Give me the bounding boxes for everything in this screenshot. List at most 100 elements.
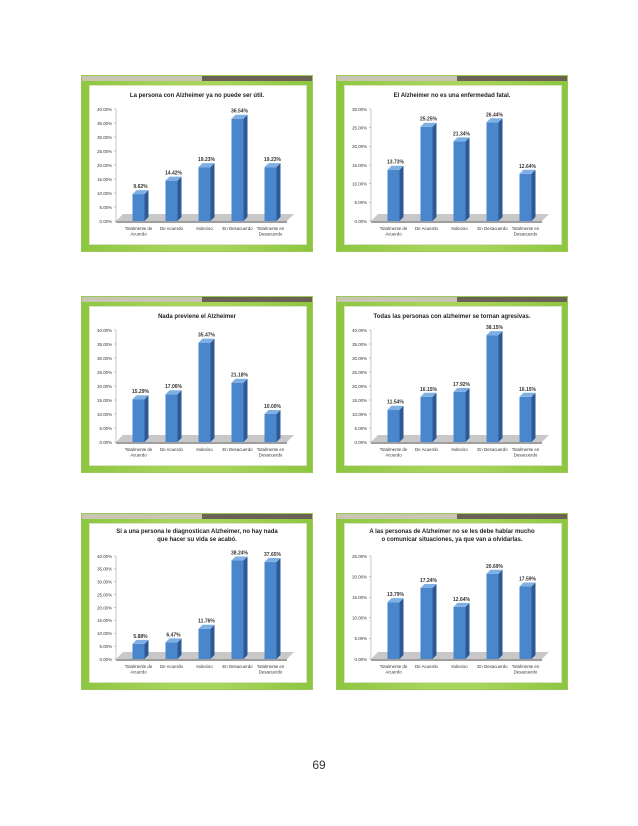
bar-top (231, 556, 248, 561)
y-tick-label: 15.00% (97, 177, 112, 182)
x-tick-label: De Acuerdo (160, 664, 184, 669)
x-tick-label: Acuerdo (130, 453, 147, 458)
bar-chart-4: Todas las personas con alzheimer se torn… (352, 314, 549, 458)
bar-side (531, 582, 536, 659)
y-tick-label: 35.00% (97, 121, 112, 126)
data-label: 17.24% (420, 578, 438, 584)
x-tick-label: Totalmente de (125, 447, 153, 452)
data-label: 19.23% (198, 157, 216, 163)
bar-side (399, 165, 404, 221)
bar (387, 169, 400, 221)
y-tick-label: 20.00% (97, 163, 112, 168)
bar (231, 560, 244, 659)
data-label: 11.54% (387, 400, 404, 406)
chart-floor-edge (116, 221, 287, 223)
y-tick-label: 25.00% (352, 554, 367, 559)
y-tick-label: 25.00% (97, 149, 112, 154)
bar-top (198, 624, 215, 629)
x-tick-label: Totalmente de (380, 447, 408, 452)
x-tick-label: Indeciso (451, 226, 468, 231)
bar-top (486, 118, 503, 123)
x-tick-label: Indeciso (196, 664, 213, 669)
chart-panel-3: Nada previene el Alzheimer 0.00% 5.00% 10.0… (82, 297, 312, 472)
y-tick-label: 40.00% (97, 328, 112, 333)
bar-side (177, 638, 182, 659)
data-label: 13.73% (387, 160, 405, 166)
bar-side (276, 558, 281, 659)
bar-top (198, 163, 215, 168)
y-tick-label: 30.00% (97, 356, 112, 361)
y-tick-label: 10.00% (97, 412, 112, 417)
y-tick-label: 10.00% (97, 631, 112, 636)
y-tick-label: 15.00% (352, 398, 367, 403)
bar-top (132, 639, 149, 644)
chart-floor-edge (116, 442, 287, 444)
bar (453, 606, 466, 659)
y-tick-label: 5.00% (100, 426, 113, 431)
data-label: 21.18% (231, 373, 249, 379)
panel-top-bar-light (82, 76, 202, 81)
bar (198, 167, 211, 221)
panel-top-bar-light (82, 514, 202, 519)
bar (231, 382, 244, 442)
y-tick-label: 40.00% (352, 328, 367, 333)
y-tick-label: 20.00% (97, 605, 112, 610)
y-tick-label: 40.00% (97, 554, 112, 559)
bar-top (231, 114, 248, 119)
bar (132, 399, 145, 442)
data-label: 17.92% (453, 382, 471, 388)
bar-side (276, 163, 281, 221)
bar (519, 173, 532, 221)
x-tick-label: En Desacuerdo (222, 447, 253, 452)
y-tick-label: 0.00% (100, 657, 113, 662)
x-tick-label: Totalmente en (512, 664, 540, 669)
data-label: 26.44% (486, 112, 504, 118)
bar (198, 342, 211, 442)
chart-panel-4: Todas las personas con alzheimer se torn… (337, 297, 567, 472)
bar (165, 180, 178, 221)
y-tick-label: 0.00% (355, 219, 368, 224)
data-label: 12.64% (453, 597, 471, 603)
bar-chart-2: El Alzheimer no es una enfermedad fatal.… (352, 93, 549, 237)
y-tick-label: 25.00% (352, 370, 367, 375)
y-tick-label: 25.00% (97, 592, 112, 597)
bar (165, 394, 178, 442)
bar-top (453, 387, 470, 392)
y-tick-label: 25.00% (97, 370, 112, 375)
y-tick-label: 10.00% (352, 616, 367, 621)
data-label: 35.47% (198, 333, 216, 339)
bar (387, 602, 400, 659)
bar (453, 141, 466, 221)
y-tick-label: 10.00% (97, 191, 112, 196)
x-tick-label: Desacuerdo (514, 232, 538, 237)
data-label: 11.76% (198, 619, 215, 625)
bar-side (243, 378, 248, 442)
data-label: 17.59% (519, 577, 537, 583)
bar (486, 573, 499, 659)
x-tick-label: En Desacuerdo (222, 226, 253, 231)
chart-title: La persona con Alzheimer ya no puede ser… (130, 93, 264, 99)
data-label: 38.15% (486, 325, 504, 331)
panel-top-bar-light (337, 76, 457, 81)
bar-side (144, 639, 149, 659)
panel-top-bar-dark (202, 76, 312, 81)
x-tick-label: Totalmente en (257, 447, 285, 452)
bar-top (264, 163, 281, 168)
chart-floor-edge (116, 659, 287, 661)
bar (198, 628, 211, 659)
data-label: 16.15% (420, 387, 438, 393)
y-tick-label: 0.00% (355, 657, 368, 662)
bar-side (465, 602, 470, 659)
x-tick-label: De Acuerdo (415, 664, 439, 669)
bar-side (465, 387, 470, 442)
bar-top (453, 137, 470, 142)
bar-top (264, 410, 281, 414)
bar-side (498, 569, 503, 659)
x-tick-label: En Desacuerdo (477, 664, 508, 669)
bar-top (165, 176, 182, 181)
data-label: 19.23% (264, 157, 282, 163)
x-tick-label: Acuerdo (130, 670, 147, 675)
bar-chart-1: La persona con Alzheimer ya no puede ser… (97, 93, 294, 237)
y-tick-label: 15.00% (352, 595, 367, 600)
bar-side (432, 122, 437, 221)
